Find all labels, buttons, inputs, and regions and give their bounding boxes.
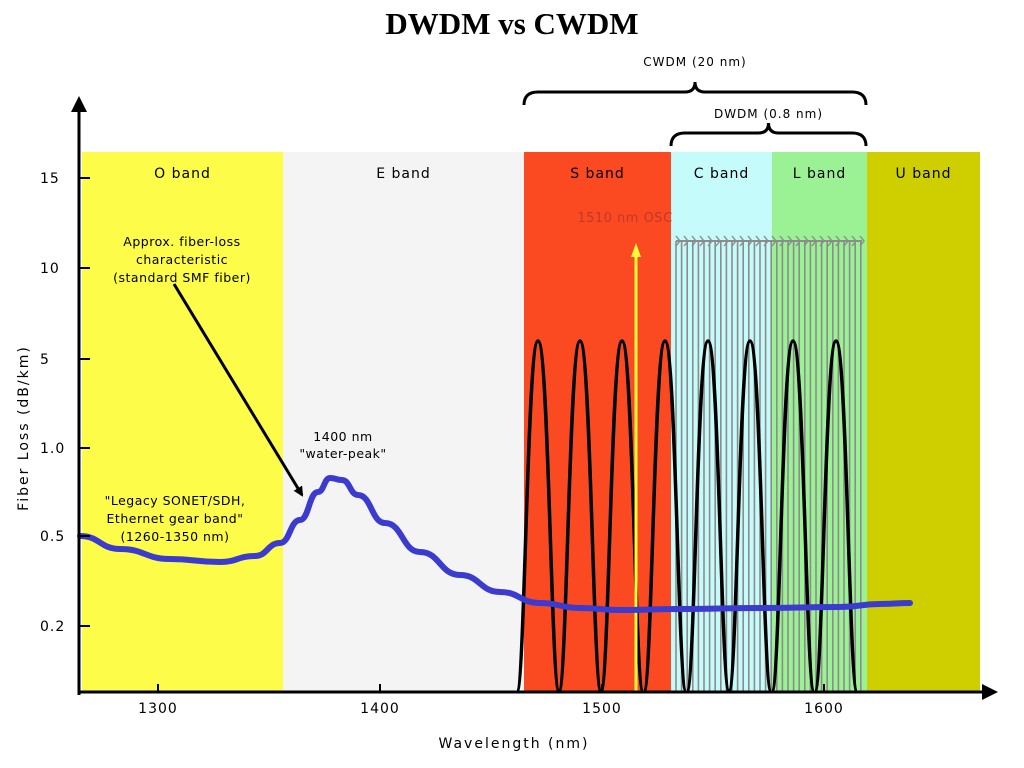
legacy-line-2: Ethernet gear band" [107, 511, 244, 526]
dwdm-arrowhead [747, 235, 753, 247]
dwdm-arrowhead [795, 235, 801, 247]
dwdm-arrowhead [779, 235, 785, 247]
page-title: DWDM vs CWDM [385, 6, 639, 41]
dwdm-0-8-nm-label: DWDM (0.8 nm) [714, 107, 823, 121]
water-peak-line-2: "water-peak" [299, 446, 386, 461]
axes [71, 96, 998, 700]
water-peak-annotation: 1400 nm "water-peak" [299, 429, 386, 461]
dwdm-arrowhead [739, 235, 745, 247]
fiber-loss-annotation: Approx. fiber-loss characteristic (stand… [113, 234, 304, 497]
osc-label: 1510 nm OSC [577, 211, 672, 226]
y-tick-label: 0.5 [40, 529, 65, 545]
dwdm-arrowhead [843, 235, 849, 247]
c-band-label: C band [694, 166, 749, 182]
x-tick-label: 1300 [138, 701, 178, 717]
legacy-band-annotation: "Legacy SONET/SDH, Ethernet gear band" (… [105, 493, 246, 544]
fiber-loss-line-3: (standard SMF fiber) [113, 270, 251, 285]
water-peak-line-1: 1400 nm [313, 429, 372, 444]
fiber-loss-line-1: Approx. fiber-loss [123, 234, 240, 249]
l-band-label: L band [793, 166, 846, 182]
x-tick-label: 1500 [582, 701, 622, 717]
dwdm-arrowhead [683, 235, 689, 247]
u-band-label: U band [896, 166, 952, 182]
dwdm-arrowhead [827, 235, 833, 247]
dwdm-arrowhead [755, 235, 761, 247]
y-tick-label: 15 [40, 171, 60, 187]
dwdm-arrowhead [723, 235, 729, 247]
o-band-label: O band [154, 166, 211, 182]
dwdm-arrowhead [835, 235, 841, 247]
y-axis-ticks: 15 10 5 1.0 0.5 0.2 [40, 171, 90, 635]
dwdm-arrowhead [707, 235, 713, 247]
dwdm-arrowhead [699, 235, 705, 247]
dwdm-arrowhead [811, 235, 817, 247]
cwdm-20-nm-label: CWDM (20 nm) [643, 55, 746, 69]
y-tick-label: 5 [40, 352, 50, 368]
dwdm-arrowhead [819, 235, 825, 247]
dwdm-arrowhead [859, 235, 865, 247]
legacy-line-3: (1260-1350 nm) [121, 529, 230, 544]
dwdm-0-8-nm-brace [669, 122, 868, 147]
cwdm-20-nm-brace [522, 81, 868, 106]
x-axis-ticks: 1300 1400 1500 1600 [138, 684, 844, 717]
y-tick-label: 0.2 [40, 619, 65, 635]
e-band-region [283, 152, 524, 691]
dwdm-arrowhead [691, 235, 697, 247]
dwdm-arrowhead [851, 235, 857, 247]
y-axis-title: Fiber Loss (dB/km) [16, 345, 32, 511]
dwdm-arrowhead [675, 235, 681, 247]
y-tick-label: 10 [40, 261, 60, 277]
o-band-region [82, 152, 283, 691]
x-tick-label: 1600 [804, 701, 844, 717]
dwdm-arrowhead [771, 235, 777, 247]
s-band-label: S band [570, 166, 625, 182]
e-band-label: E band [376, 166, 431, 182]
braces: CWDM (20 nm) DWDM (0.8 nm) [522, 55, 868, 147]
dwdm-arrowhead [731, 235, 737, 247]
y-tick-label: 1.0 [40, 441, 65, 457]
dwdm-arrowhead [787, 235, 793, 247]
cwdm-channel-1471 [515, 339, 561, 693]
fiber-loss-line-2: characteristic [136, 252, 228, 267]
legacy-line-1: "Legacy SONET/SDH, [105, 493, 246, 508]
dwdm-arrowhead [763, 235, 769, 247]
fiber-loss-pointer-arrow [172, 283, 304, 497]
x-axis-title: Wavelength (nm) [439, 736, 590, 752]
dwdm-arrowhead [803, 235, 809, 247]
dwdm-arrowhead [715, 235, 721, 247]
x-tick-label: 1400 [360, 701, 400, 717]
u-band-region [867, 152, 980, 691]
fiber-loss-curve [77, 475, 913, 613]
